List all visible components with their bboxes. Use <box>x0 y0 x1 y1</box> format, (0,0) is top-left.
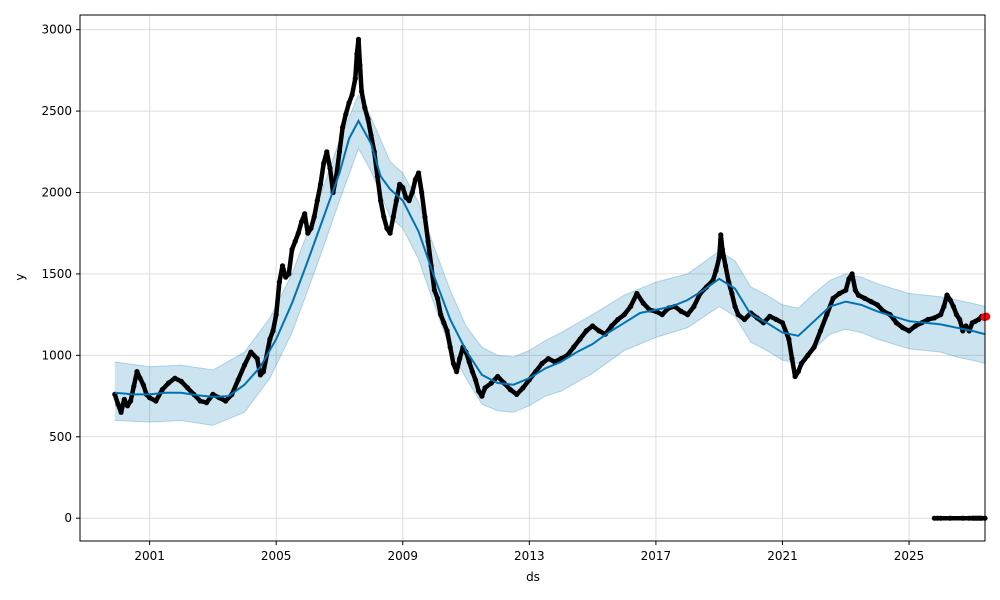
observed-point-connector <box>723 263 731 285</box>
x-axis-label: ds <box>526 570 540 584</box>
observed-point-connector <box>324 149 333 171</box>
x-tick-label: 2021 <box>767 549 798 563</box>
observed-point-connector <box>270 312 279 334</box>
observed-point-connector <box>337 125 345 155</box>
observed-point-connector <box>318 160 326 187</box>
observed-point-connector <box>811 328 823 350</box>
observed-point-connector <box>359 89 368 111</box>
observed-point-connector <box>691 291 703 309</box>
observed-point-connector <box>368 133 377 155</box>
grid <box>80 15 985 541</box>
future-points <box>980 312 991 322</box>
forecast-line <box>114 118 986 398</box>
x-tick-label: 2013 <box>514 549 545 563</box>
observed-point-connector <box>394 182 402 203</box>
observed-point-connector <box>786 336 795 361</box>
observed-point-connector <box>419 190 428 220</box>
observed-point-connector <box>349 76 358 98</box>
observed-point-connector <box>286 247 295 277</box>
x-tick-label: 2025 <box>894 549 925 563</box>
y-tick-label: 1000 <box>41 348 72 362</box>
x-axis-ticks: 2001 2005 2009 2013 2017 2021 2025 <box>134 541 924 563</box>
plot-frame <box>79 14 986 542</box>
observed-point-connector <box>311 198 320 220</box>
observed-point-connector <box>334 149 342 179</box>
observed-point-connector <box>315 182 323 203</box>
observed-point-connector <box>365 116 374 138</box>
observed-point-connector <box>447 344 456 366</box>
y-axis-ticks: 0 500 1000 1500 2000 2500 3000 <box>41 23 80 525</box>
x-tick-label: 2009 <box>387 549 418 563</box>
observed-point-connector <box>718 232 725 252</box>
observed-point-connector <box>375 173 383 203</box>
observed-point-connector <box>387 214 396 236</box>
observed-point-connector <box>235 362 247 383</box>
observed-point-connector <box>444 328 453 350</box>
observed-point-connector <box>849 271 858 293</box>
observed-point-connector <box>273 279 282 317</box>
y-tick-label: 2000 <box>41 186 72 200</box>
observed-point-connector <box>391 198 399 220</box>
observed-point-connector <box>242 349 254 368</box>
x-tick-label: 2001 <box>134 549 165 563</box>
observed-point-connector <box>353 51 360 81</box>
future-point <box>982 312 991 321</box>
observed-point-connector <box>435 296 443 317</box>
observed-point-connector <box>780 320 792 342</box>
observed-point-connector <box>425 239 434 269</box>
y-tick-label: 2500 <box>41 104 72 118</box>
y-tick-label: 1500 <box>41 267 72 281</box>
x-tick-label: 2005 <box>261 549 292 563</box>
observed-point-connector <box>378 198 387 220</box>
y-axis-label: y <box>13 273 27 280</box>
observed-point-connector <box>720 247 728 269</box>
observed-point-connector <box>357 63 364 94</box>
uncertainty-band-lower-edge <box>114 147 986 426</box>
x-tick-label: 2017 <box>641 549 672 563</box>
observed-point-connector <box>356 37 363 68</box>
y-tick-label: 500 <box>49 430 72 444</box>
y-tick-label: 3000 <box>41 23 72 37</box>
observed-point-connector <box>818 312 830 334</box>
observed-point-connector <box>422 214 431 244</box>
observed-point-connector <box>416 170 424 195</box>
y-tick-label: 0 <box>64 511 72 525</box>
